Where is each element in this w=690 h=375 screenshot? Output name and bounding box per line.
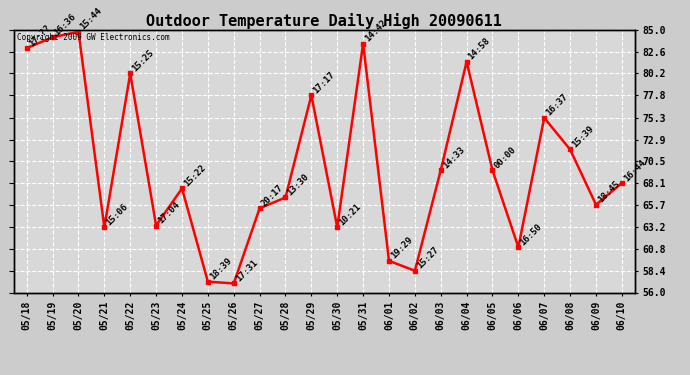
Text: 15:06: 15:06 bbox=[104, 202, 130, 227]
Text: 17:17: 17:17 bbox=[311, 70, 337, 95]
Text: 10:21: 10:21 bbox=[337, 202, 363, 227]
Text: 14:42: 14:42 bbox=[363, 18, 388, 44]
Title: Outdoor Temperature Daily High 20090611: Outdoor Temperature Daily High 20090611 bbox=[146, 13, 502, 29]
Text: 13:30: 13:30 bbox=[286, 172, 311, 198]
Text: 15:39: 15:39 bbox=[570, 124, 595, 150]
Text: 16:37: 16:37 bbox=[544, 92, 570, 118]
Text: 18:45: 18:45 bbox=[596, 179, 622, 205]
Text: 14:58: 14:58 bbox=[466, 36, 492, 62]
Text: 15:27: 15:27 bbox=[415, 245, 440, 271]
Text: Copyright 2009 GW Electronics.com: Copyright 2009 GW Electronics.com bbox=[17, 33, 170, 42]
Text: 16:44: 16:44 bbox=[622, 158, 647, 183]
Text: 16:36: 16:36 bbox=[52, 12, 78, 37]
Text: 00:00: 00:00 bbox=[493, 145, 518, 170]
Text: 17:??: 17:?? bbox=[27, 23, 52, 48]
Text: 15:25: 15:25 bbox=[130, 48, 156, 74]
Text: 17:04: 17:04 bbox=[156, 200, 181, 225]
Text: 17:31: 17:31 bbox=[234, 258, 259, 284]
Text: 15:44: 15:44 bbox=[79, 6, 104, 32]
Text: 15:22: 15:22 bbox=[182, 163, 208, 188]
Text: 16:50: 16:50 bbox=[518, 222, 544, 247]
Text: 19:29: 19:29 bbox=[389, 236, 415, 261]
Text: 14:33: 14:33 bbox=[441, 145, 466, 170]
Text: 18:39: 18:39 bbox=[208, 256, 233, 282]
Text: 20:17: 20:17 bbox=[259, 183, 285, 209]
